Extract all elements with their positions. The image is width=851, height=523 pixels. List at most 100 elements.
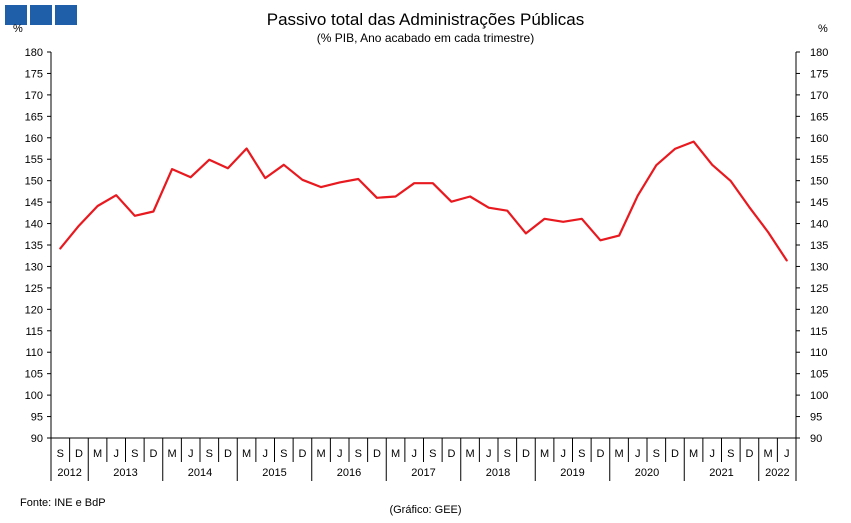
right-y-tick-label: 130: [810, 261, 828, 273]
left-y-tick-label: 110: [25, 347, 43, 359]
x-tick-label: S: [57, 448, 64, 460]
x-tick-label: S: [280, 448, 287, 460]
logo-block: [5, 5, 27, 25]
year-label: 2018: [486, 467, 510, 479]
x-tick-label: D: [149, 448, 157, 460]
x-tick-label: D: [745, 448, 753, 460]
chart-title: Passivo total das Administrações Pública…: [266, 10, 585, 29]
year-label: 2017: [411, 467, 435, 479]
x-tick-label: S: [653, 448, 660, 460]
x-tick-label: D: [596, 448, 604, 460]
year-label: 2019: [560, 467, 584, 479]
x-tick-label: S: [578, 448, 585, 460]
x-tick-label: D: [671, 448, 679, 460]
x-tick-label: S: [727, 448, 734, 460]
x-tick-label: M: [763, 448, 772, 460]
x-tick-label: J: [113, 448, 119, 460]
x-tick-label: J: [560, 448, 566, 460]
left-y-tick-label: 105: [25, 369, 43, 381]
year-label: 2013: [113, 467, 137, 479]
right-y-tick-label: 90: [810, 433, 822, 445]
right-y-tick-label: 100: [810, 390, 828, 402]
left-y-tick-label: 145: [25, 197, 43, 209]
x-tick-label: D: [522, 448, 530, 460]
left-y-tick-label: 140: [25, 219, 43, 231]
year-label: 2015: [262, 467, 286, 479]
x-tick-label: D: [298, 448, 306, 460]
gee-logo: [5, 5, 77, 25]
source-note: Fonte: INE e BdP: [20, 497, 106, 509]
x-tick-label: M: [316, 448, 325, 460]
left-y-tick-label: 95: [31, 412, 43, 424]
left-axis-unit: %: [13, 23, 23, 35]
chart-credit: (Gráfico: GEE): [389, 504, 462, 516]
right-y-tick-label: 150: [810, 176, 828, 188]
x-tick-label: D: [447, 448, 455, 460]
right-y-tick-label: 110: [810, 347, 828, 359]
x-tick-label: J: [188, 448, 194, 460]
x-tick-label: J: [486, 448, 492, 460]
right-y-tick-label: 170: [810, 90, 828, 102]
right-y-tick-label: 105: [810, 369, 828, 381]
right-y-tick-label: 165: [810, 111, 828, 123]
x-tick-label: S: [504, 448, 511, 460]
left-y-tick-label: 170: [25, 90, 43, 102]
year-label: 2021: [709, 467, 733, 479]
x-tick-label: M: [242, 448, 251, 460]
left-y-tick-label: 155: [25, 154, 43, 166]
right-y-tick-label: 95: [810, 412, 822, 424]
x-tick-label: M: [614, 448, 623, 460]
right-y-tick-label: 145: [810, 197, 828, 209]
right-y-tick-label: 180: [810, 47, 828, 59]
right-axis-unit: %: [818, 23, 828, 35]
x-tick-label: J: [337, 448, 343, 460]
right-y-tick-label: 115: [810, 326, 828, 338]
x-tick-label: M: [93, 448, 102, 460]
left-y-tick-label: 120: [25, 304, 43, 316]
chart-subtitle: (% PIB, Ano acabado em cada trimestre): [316, 31, 535, 45]
right-y-tick-label: 125: [810, 283, 828, 295]
right-y-tick-label: 155: [810, 154, 828, 166]
x-tick-label: M: [391, 448, 400, 460]
right-y-tick-label: 135: [810, 240, 828, 252]
x-tick-label: M: [167, 448, 176, 460]
left-y-tick-label: 160: [25, 133, 43, 145]
year-label: 2020: [635, 467, 659, 479]
right-y-tick-label: 120: [810, 304, 828, 316]
x-tick-label: J: [411, 448, 417, 460]
right-y-tick-label: 140: [810, 219, 828, 231]
x-tick-label: M: [540, 448, 549, 460]
x-tick-label: M: [689, 448, 698, 460]
x-tick-label: D: [75, 448, 83, 460]
x-tick-label: J: [709, 448, 715, 460]
x-tick-label: J: [784, 448, 790, 460]
left-y-tick-label: 115: [25, 326, 43, 338]
left-y-tick-label: 130: [25, 261, 43, 273]
right-y-tick-label: 175: [810, 68, 828, 80]
x-tick-label: J: [635, 448, 641, 460]
left-y-tick-label: 135: [25, 240, 43, 252]
series-line: [59, 140, 788, 262]
left-y-tick-label: 175: [25, 68, 43, 80]
year-label: 2012: [57, 467, 81, 479]
left-y-tick-label: 150: [25, 176, 43, 188]
x-tick-label: S: [131, 448, 138, 460]
left-y-tick-label: 125: [25, 283, 43, 295]
x-tick-label: D: [373, 448, 381, 460]
x-tick-label: M: [465, 448, 474, 460]
left-y-tick-label: 100: [25, 390, 43, 402]
logo-block: [30, 5, 52, 25]
year-label: 2016: [337, 467, 361, 479]
left-y-tick-label: 165: [25, 111, 43, 123]
x-tick-label: S: [206, 448, 213, 460]
logo-block: [55, 5, 77, 25]
left-y-tick-label: 90: [31, 433, 43, 445]
year-label: 2014: [188, 467, 212, 479]
x-tick-label: J: [262, 448, 268, 460]
left-y-tick-label: 180: [25, 47, 43, 59]
x-tick-label: D: [224, 448, 232, 460]
year-label: 2022: [765, 467, 789, 479]
right-y-tick-label: 160: [810, 133, 828, 145]
x-tick-label: S: [355, 448, 362, 460]
